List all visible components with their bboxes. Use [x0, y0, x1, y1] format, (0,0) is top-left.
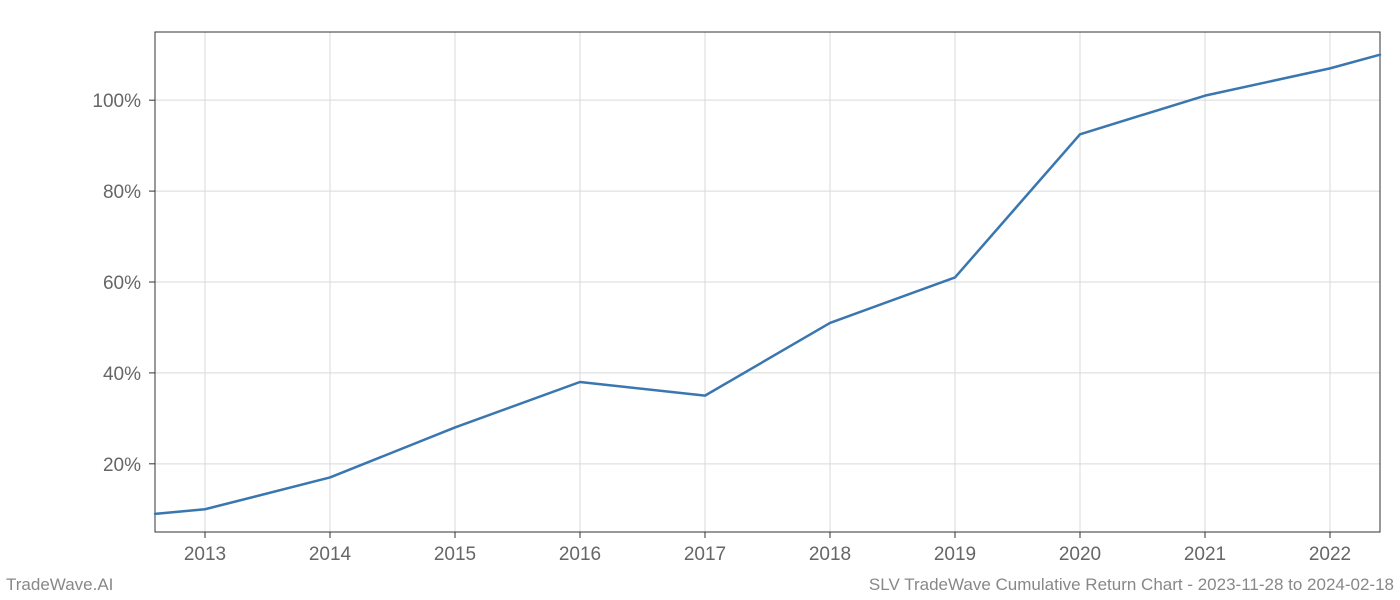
footer-right-label: SLV TradeWave Cumulative Return Chart - …	[869, 575, 1394, 594]
y-tick-label: 60%	[103, 273, 141, 294]
y-tick-label: 40%	[103, 364, 141, 385]
y-tick-label: 100%	[92, 91, 141, 112]
x-tick-label: 2017	[684, 544, 726, 565]
x-tick-label: 2015	[434, 544, 476, 565]
x-tick-label: 2021	[1184, 544, 1226, 565]
chart-container: 2013 2014 2015 2016 2017 2018 2019 2020 2021 2022…	[0, 0, 1400, 600]
line-chart: 2013 2014 2015 2016 2017 2018 2019 2020 2021 2022…	[0, 0, 1400, 600]
footer-left-label: TradeWave.AI	[6, 575, 113, 594]
x-tick-label: 2019	[934, 544, 976, 565]
x-tick-label: 2018	[809, 544, 851, 565]
x-tick-label: 2016	[559, 544, 601, 565]
x-tick-label: 2022	[1309, 544, 1351, 565]
y-tick-label: 80%	[103, 182, 141, 203]
x-tick-label: 2020	[1059, 544, 1101, 565]
x-tick-label: 2014	[309, 544, 352, 565]
x-tick-label: 2013	[184, 544, 226, 565]
y-tick-label: 20%	[103, 455, 141, 476]
